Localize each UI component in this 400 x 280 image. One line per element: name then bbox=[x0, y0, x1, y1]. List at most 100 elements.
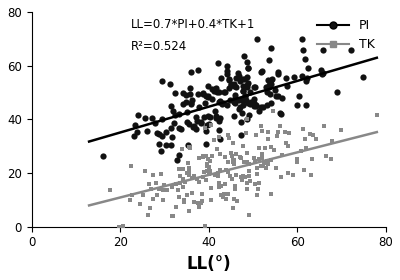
Point bbox=[159, 116, 165, 121]
Point bbox=[208, 97, 215, 101]
Point bbox=[193, 127, 199, 132]
Point bbox=[233, 152, 240, 157]
Point bbox=[236, 98, 242, 102]
Point bbox=[156, 132, 163, 136]
Point bbox=[231, 186, 238, 191]
Point bbox=[212, 87, 218, 91]
Point bbox=[218, 102, 225, 106]
Point bbox=[246, 174, 252, 178]
Point bbox=[154, 192, 160, 197]
Point bbox=[172, 205, 179, 210]
Point bbox=[254, 192, 260, 197]
Point bbox=[186, 209, 192, 213]
Point bbox=[294, 102, 300, 107]
Point bbox=[203, 94, 210, 98]
Point bbox=[170, 214, 176, 218]
Point bbox=[168, 214, 175, 219]
Point bbox=[167, 81, 173, 86]
Point bbox=[218, 193, 225, 197]
Point bbox=[296, 94, 302, 98]
Point bbox=[310, 133, 316, 137]
Point bbox=[196, 179, 202, 184]
Point bbox=[266, 85, 272, 90]
Point bbox=[230, 99, 237, 104]
Point bbox=[205, 95, 211, 99]
Point bbox=[253, 172, 260, 177]
Point bbox=[300, 127, 306, 131]
Point bbox=[120, 224, 126, 228]
Point bbox=[239, 178, 246, 182]
Point bbox=[213, 86, 219, 90]
Point bbox=[127, 198, 133, 202]
Point bbox=[320, 124, 327, 128]
Point bbox=[246, 101, 253, 106]
Point bbox=[164, 188, 170, 192]
Point bbox=[275, 70, 282, 74]
Point bbox=[200, 92, 206, 96]
Point bbox=[302, 57, 308, 61]
Point bbox=[258, 164, 264, 169]
Point bbox=[204, 164, 210, 168]
Point bbox=[153, 181, 159, 185]
Point bbox=[189, 176, 195, 180]
Point bbox=[241, 54, 248, 58]
Point bbox=[252, 132, 259, 137]
Point bbox=[230, 160, 236, 164]
Point bbox=[202, 125, 208, 130]
Point bbox=[226, 136, 232, 141]
Point bbox=[224, 72, 230, 76]
Point bbox=[245, 213, 252, 218]
Point bbox=[193, 119, 200, 123]
Point bbox=[188, 98, 195, 102]
Point bbox=[209, 153, 215, 158]
Point bbox=[256, 181, 262, 185]
Point bbox=[252, 102, 259, 107]
Point bbox=[222, 90, 228, 95]
Point bbox=[213, 114, 219, 118]
Point bbox=[228, 83, 234, 87]
Point bbox=[186, 173, 192, 178]
Point bbox=[272, 88, 278, 92]
Point bbox=[236, 105, 243, 109]
Point bbox=[224, 133, 231, 137]
Point bbox=[360, 75, 366, 79]
Point bbox=[176, 167, 182, 172]
Point bbox=[175, 153, 182, 158]
Point bbox=[216, 180, 222, 185]
Point bbox=[244, 151, 250, 156]
Point bbox=[286, 130, 292, 135]
Point bbox=[294, 160, 300, 164]
Point bbox=[186, 145, 192, 149]
Point bbox=[160, 188, 167, 192]
Point bbox=[264, 129, 271, 134]
Point bbox=[242, 94, 249, 98]
Point bbox=[231, 162, 237, 167]
Point bbox=[191, 174, 198, 178]
Point bbox=[198, 192, 205, 196]
Point bbox=[265, 78, 271, 82]
Point bbox=[205, 83, 211, 88]
Point bbox=[260, 104, 266, 109]
Point bbox=[279, 95, 286, 100]
Point bbox=[304, 66, 311, 71]
Point bbox=[238, 133, 244, 138]
Point bbox=[275, 94, 281, 98]
Point bbox=[230, 82, 237, 86]
Point bbox=[238, 155, 244, 160]
Point bbox=[285, 143, 291, 148]
Point bbox=[226, 86, 232, 90]
Point bbox=[244, 181, 250, 185]
Point bbox=[218, 76, 224, 81]
Point bbox=[234, 199, 240, 204]
Point bbox=[194, 176, 200, 181]
Point bbox=[244, 160, 250, 164]
Point bbox=[176, 125, 182, 130]
Point bbox=[235, 71, 242, 75]
Point bbox=[177, 180, 184, 185]
Point bbox=[266, 83, 272, 87]
Point bbox=[328, 156, 334, 161]
Point bbox=[212, 173, 218, 178]
Point bbox=[255, 146, 262, 150]
Point bbox=[218, 184, 224, 188]
Point bbox=[241, 160, 247, 164]
